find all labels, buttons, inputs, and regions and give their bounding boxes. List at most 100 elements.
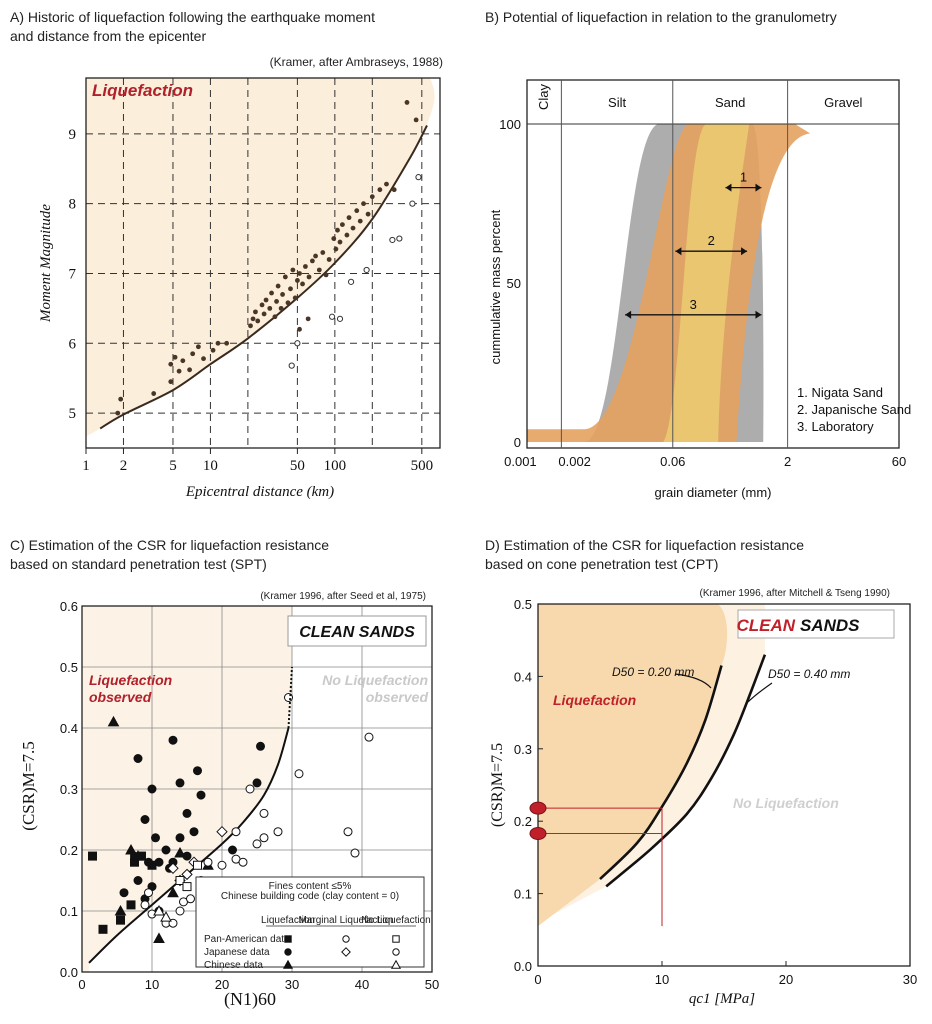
clean-sands-badge: CLEAN SANDS [736, 609, 895, 639]
liquefaction-observed-label-line2: observed [89, 689, 152, 705]
y-tick-label: 5 [69, 406, 77, 422]
liquefaction-point [337, 239, 343, 245]
panel-c-x-ticks: 0 10 20 30 40 50 [78, 977, 439, 992]
data-point-circle [238, 857, 248, 867]
data-point-triangle [107, 715, 120, 727]
panel-a-x-ticks: 1 2 5 10 50 100 500 [82, 448, 433, 474]
legend-row-label: Chinese data [204, 960, 263, 971]
data-point-circle [151, 833, 160, 843]
data-point-circle [231, 827, 241, 837]
x-tick-label: 10 [145, 977, 159, 992]
y-tick-label: 0.0 [514, 959, 532, 974]
liquefaction-zone-label: Liquefaction [553, 692, 636, 708]
no-liquefaction-point [415, 174, 422, 181]
range-label: 3 [690, 297, 697, 312]
soil-class-header: Clay Silt Sand Gravel [527, 80, 899, 448]
legend-row-label: Pan-American data [204, 934, 290, 945]
panel-d-title: D) Estimation of the CSR for liquefactio… [485, 537, 804, 553]
liquefaction-point [259, 302, 265, 308]
d50-040-curve [605, 654, 767, 888]
y-tick-label: 7 [69, 266, 77, 282]
data-point-circle [342, 935, 350, 943]
data-point-circle [119, 888, 129, 898]
clean-sands-badge: CLEAN SANDS [287, 615, 427, 647]
liquefaction-point [350, 225, 356, 231]
d50-040-label: D50 = 0.40 mm [768, 667, 850, 681]
panel-c-source: (Kramer 1996, after Seed et al, 1975) [260, 591, 426, 602]
liquefaction-point [269, 290, 274, 296]
reading-lines [529, 801, 663, 927]
data-point-circle [294, 769, 304, 779]
panel-b-y-axis-label: cummulative mass percent [488, 209, 503, 364]
data-point-circle [140, 900, 150, 910]
data-point-circle [196, 790, 206, 800]
data-point-circle [350, 848, 360, 858]
x-tick-label: 20 [215, 977, 229, 992]
liquefaction-point [261, 311, 267, 317]
no-liquefaction-point [396, 235, 403, 242]
range-label: 2 [708, 233, 715, 248]
panel-b: B) Potential of liquefaction in relation… [485, 9, 911, 500]
liquefaction-point [168, 361, 174, 367]
x-tick-label: 50 [290, 458, 305, 474]
panel-a-source: (Kramer, after Ambraseys, 1988) [270, 55, 443, 69]
liquefaction-point [391, 187, 397, 193]
panel-c-y-ticks: 0.0 0.1 0.2 0.3 0.4 0.5 0.6 [60, 599, 78, 980]
data-point-circle [364, 732, 374, 742]
liquefaction-point [274, 298, 279, 304]
range-arrow-head-left [675, 247, 682, 256]
x-tick-label: 0.001 [504, 454, 537, 469]
y-tick-label: 50 [507, 276, 521, 291]
liquefaction-point [323, 272, 329, 278]
liquefaction-point [377, 187, 383, 193]
y-tick-label: 0.2 [60, 843, 78, 858]
no-liquefaction-point [294, 340, 301, 347]
data-point-square [182, 882, 192, 892]
data-point-triangle [114, 904, 127, 916]
data-point-triangle [153, 932, 165, 943]
x-tick-label: 0.002 [558, 454, 591, 469]
no-liquefaction-point [288, 362, 295, 369]
x-tick-label: 5 [169, 458, 177, 474]
panel-a: A) Historic of liquefaction following th… [10, 9, 443, 500]
liquefaction-point [331, 236, 337, 241]
panel-b-x-axis-label: grain diameter (mm) [654, 485, 771, 500]
data-point-circle [175, 778, 185, 788]
data-point-circle [154, 857, 164, 867]
panel-d-x-ticks: 0 10 20 30 [534, 961, 917, 987]
y-tick-label: 0.1 [514, 887, 532, 902]
liquefaction-point [275, 283, 281, 289]
liquefaction-point [333, 246, 339, 252]
liquefaction-point [282, 274, 288, 280]
data-point-circle [252, 778, 262, 788]
data-point-circle [203, 857, 213, 867]
liquefaction-point [253, 309, 258, 315]
liquefaction-point [300, 281, 305, 287]
data-point-square [392, 935, 400, 943]
liquefaction-point [297, 271, 302, 276]
no-liquefaction-label-line1: No Liquefaction [322, 672, 428, 688]
liquefaction-point [288, 286, 293, 292]
data-point-square [284, 935, 292, 943]
clean-sands-badge-text: CLEAN SANDS [299, 624, 415, 641]
legend-box [195, 876, 425, 968]
y-tick-label: 0.5 [60, 660, 78, 675]
panel-d: D) Estimation of the CSR for liquefactio… [485, 537, 917, 1007]
liquefaction-point [354, 208, 360, 214]
data-point-square [193, 860, 202, 870]
y-tick-label: 6 [69, 336, 77, 352]
y-tick-label: 0.1 [60, 904, 78, 919]
data-point-circle [147, 784, 157, 794]
panel-c-points [88, 693, 374, 943]
liquefaction-point [263, 297, 269, 303]
data-point-circle [182, 808, 192, 818]
panel-d-source: (Kramer 1996, after Mitchell & Tseng 199… [700, 588, 890, 599]
data-point-circle [175, 833, 185, 843]
liquefaction-point [361, 201, 366, 207]
panel-d-frame [537, 603, 911, 967]
y-tick-label: 0.4 [514, 669, 532, 684]
soil-class-label: Sand [715, 95, 745, 110]
panel-a-x-axis-label: Epicentral distance (km) [185, 484, 334, 500]
liquefaction-point [369, 194, 375, 200]
range-label: 1 [740, 170, 747, 185]
